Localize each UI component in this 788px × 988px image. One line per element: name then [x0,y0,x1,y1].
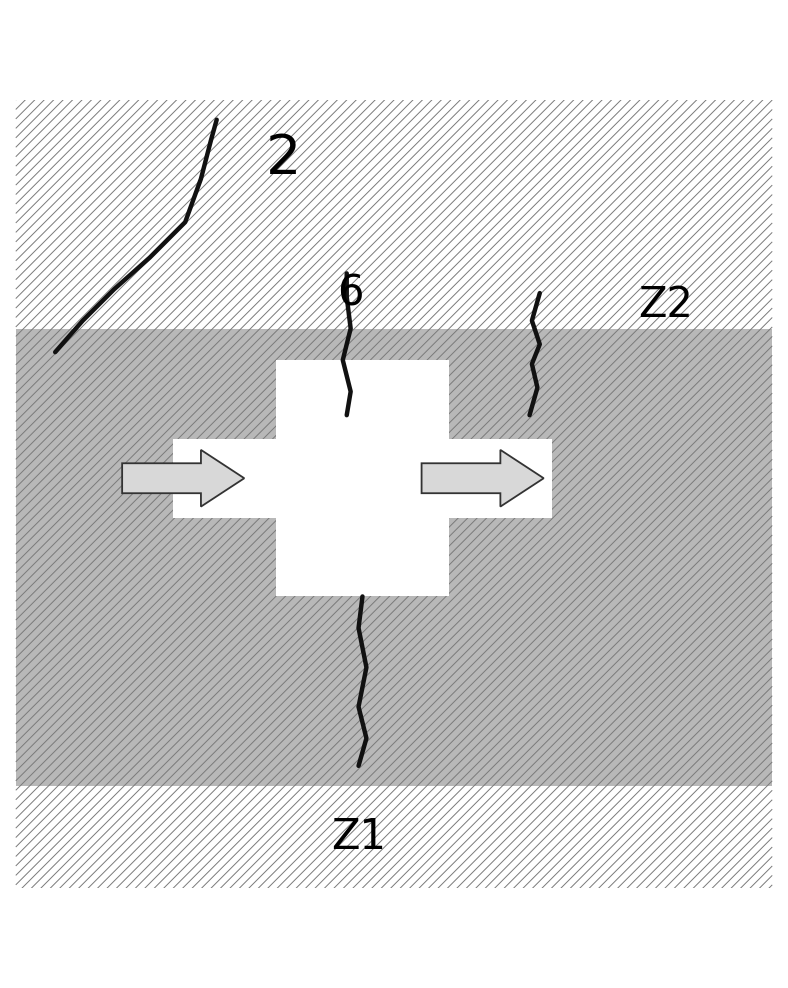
FancyArrow shape [122,450,244,507]
Text: 2: 2 [266,132,301,186]
FancyArrow shape [422,450,544,507]
Text: Z2: Z2 [638,284,693,326]
Bar [449,439,552,518]
Bar [276,360,449,597]
Bar [173,439,276,518]
Text: 6: 6 [337,272,364,314]
Bar [16,329,772,785]
Text: Z1: Z1 [331,816,386,858]
